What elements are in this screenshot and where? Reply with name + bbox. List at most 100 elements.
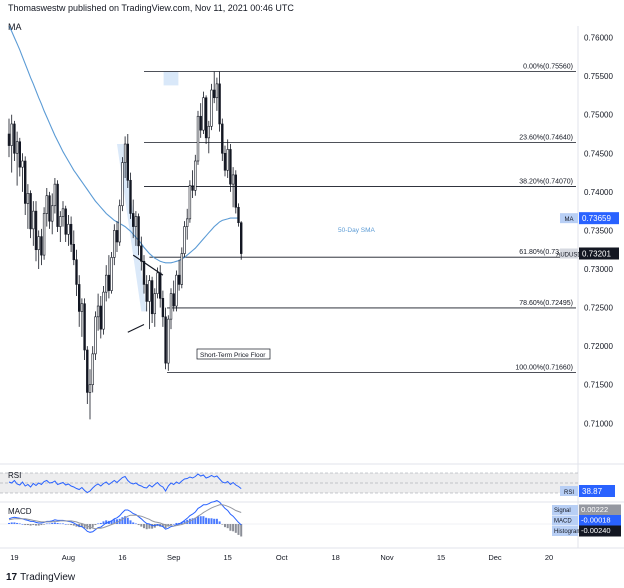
candle <box>188 180 192 223</box>
macd-legend-name: MACD <box>554 519 572 525</box>
candle <box>72 230 76 266</box>
candle-body <box>231 174 235 185</box>
candle-body <box>237 206 240 224</box>
candle <box>121 157 124 212</box>
candle-body <box>221 123 224 154</box>
candle-body <box>96 305 100 318</box>
macd-hist-bar <box>67 524 70 525</box>
candle-body <box>159 272 162 299</box>
x-tick-label: 15 <box>224 553 232 562</box>
tradingview-logo[interactable]: 17 TradingView <box>6 572 75 583</box>
x-tick-label: Sep <box>167 553 180 562</box>
candle <box>191 170 194 199</box>
badge-tag: MA <box>565 217 574 223</box>
macd-hist-bar <box>143 524 145 529</box>
macd-hist-bar <box>16 522 19 524</box>
candle <box>26 184 30 229</box>
candle <box>207 120 210 154</box>
candle-body <box>50 205 54 222</box>
candle-body <box>132 213 135 227</box>
candle-body <box>80 303 84 312</box>
macd-hist-bar <box>113 519 116 524</box>
candle <box>80 298 84 337</box>
candle <box>69 216 73 253</box>
candle <box>186 208 189 240</box>
tradingview-logo-icon: 17 <box>6 572 18 583</box>
candle <box>86 346 89 404</box>
x-tick-label: Oct <box>276 553 289 562</box>
macd-hist-bar <box>215 518 218 524</box>
sma-50-line <box>8 25 239 264</box>
candle <box>196 110 200 165</box>
macd-hist-bar <box>37 524 40 526</box>
y-tick-label: 0.75000 <box>584 111 613 120</box>
macd-hist-bar <box>32 524 35 526</box>
badge-tag: AUDUSD <box>556 252 582 258</box>
rsi-badge-value-bg <box>579 485 615 497</box>
macd-hist-bar <box>94 524 97 526</box>
macd-hist-bar <box>134 523 137 525</box>
candle-body <box>105 274 108 293</box>
y-tick-label: 0.75500 <box>584 72 613 81</box>
candle <box>194 154 197 196</box>
candle <box>21 153 24 192</box>
macd-hist-bar <box>213 518 216 524</box>
candle <box>83 298 86 361</box>
candle <box>142 255 146 294</box>
macd-hist-bar <box>199 516 202 524</box>
macd-legend-tag-bg <box>552 505 578 515</box>
badge-value: 0.73201 <box>582 249 611 258</box>
candle-body <box>26 193 30 204</box>
candle <box>237 203 240 227</box>
signal-line <box>8 504 242 530</box>
macd-hist-bar <box>170 524 172 526</box>
candle <box>18 137 21 177</box>
macd-hist-bar <box>124 516 127 524</box>
candle <box>134 211 138 246</box>
price-axis: 0.76000 0.75500 0.75000 0.74500 0.74000 0.735… <box>556 34 619 428</box>
candle-body <box>180 253 183 285</box>
candle <box>29 190 32 239</box>
candle-body <box>88 384 92 393</box>
candle <box>215 77 219 111</box>
candle-body <box>137 216 140 247</box>
candle-body <box>126 143 130 181</box>
candle <box>56 180 59 232</box>
candle <box>150 276 154 323</box>
candle <box>240 221 243 260</box>
candle-body <box>15 141 19 154</box>
candle <box>180 247 183 289</box>
candle <box>88 369 92 420</box>
rsi-badge: RSI 38.87 <box>560 485 615 497</box>
candle-body <box>191 185 194 191</box>
candle <box>40 228 43 266</box>
y-tick-label: 0.71500 <box>584 381 613 390</box>
macd-hist-bar <box>232 524 235 532</box>
rsi-line <box>8 473 242 494</box>
candle-body <box>199 115 202 131</box>
candle-body <box>234 174 237 208</box>
x-tick-label: Nov <box>380 553 394 562</box>
candle-body <box>23 160 27 204</box>
candle-body <box>45 195 49 214</box>
candle <box>175 270 178 312</box>
rsi-panel: RSI RSI 38.87 <box>0 471 615 497</box>
candle <box>226 139 229 178</box>
candle-body <box>175 274 178 307</box>
candle-body <box>7 133 11 146</box>
badge-value: 0.73659 <box>582 214 611 223</box>
macd-hist-bar <box>99 522 102 524</box>
candle <box>118 199 121 246</box>
macd-legend-value-bg <box>579 504 621 516</box>
macd-legend-tag-bg <box>552 526 578 536</box>
top-zone <box>163 71 179 86</box>
candle <box>123 136 127 178</box>
price-badge-audusd: AUDUSD 0.73201 <box>556 247 619 260</box>
candle <box>15 131 19 186</box>
macd-hist-bar <box>129 520 132 524</box>
macd-hist-bar <box>21 524 24 525</box>
macd-hist-bar <box>140 524 143 527</box>
candle <box>177 259 181 291</box>
candle <box>204 95 208 145</box>
candle-body <box>218 83 221 125</box>
